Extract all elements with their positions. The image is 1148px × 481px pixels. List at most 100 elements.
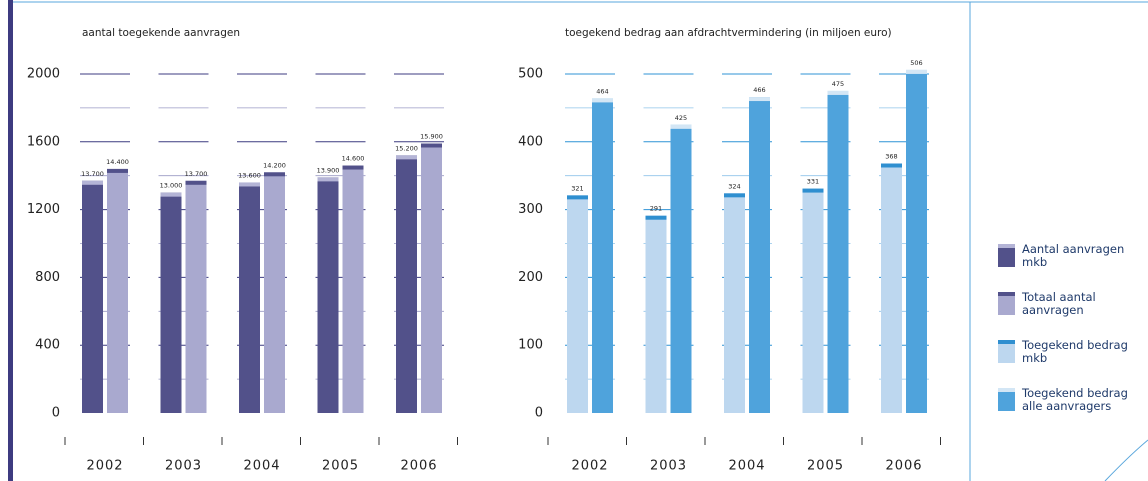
legend-label: Totaal aantal aanvragen (1022, 290, 1096, 317)
bar (670, 124, 692, 413)
legend-swatch-cap (998, 292, 1015, 296)
bar-cap (749, 97, 770, 102)
legend-label: Toegekend bedrag alle aanvragers (1022, 386, 1128, 413)
chart-title: aantal toegekende aanvragen (82, 27, 240, 39)
x-tick-label: 2003 (650, 459, 687, 474)
bar-cap (906, 69, 927, 74)
value-label: 13.700 (185, 170, 208, 178)
value-label: 13.700 (81, 170, 104, 178)
x-tick-label: 2004 (243, 459, 280, 474)
legend-label: Aantal aanvragen mkb (1022, 242, 1125, 269)
y-tick-label: 1200 (27, 202, 60, 217)
bar-cap (645, 215, 667, 220)
bar-cap (82, 180, 103, 185)
value-label: 464 (596, 87, 608, 95)
bar-cap (107, 168, 128, 173)
value-label: 291 (650, 205, 662, 213)
legend-swatch (998, 392, 1015, 411)
bar-cap (802, 188, 824, 193)
bar-cap (567, 195, 588, 200)
bar (160, 192, 182, 413)
value-label: 14.400 (106, 158, 129, 166)
y-tick-label: 0 (535, 406, 543, 421)
bar (342, 165, 364, 413)
value-label: 321 (571, 184, 583, 192)
x-tick-label: 2005 (807, 459, 844, 474)
bar-cap (264, 172, 285, 177)
value-label: 331 (807, 178, 819, 186)
bar (881, 163, 902, 413)
bar (567, 195, 588, 413)
bar (592, 98, 613, 414)
value-label: 13.900 (317, 166, 340, 174)
bar-cap (185, 180, 207, 185)
bar (239, 182, 260, 413)
y-tick-label: 500 (518, 67, 543, 82)
bar (396, 155, 417, 414)
bar-cap (724, 193, 745, 198)
value-label: 13.600 (238, 171, 261, 179)
y-tick-label: 200 (518, 270, 543, 285)
corner-curve (1104, 439, 1148, 481)
value-label: 14.600 (342, 155, 365, 163)
legend-swatch (998, 344, 1015, 363)
bar (827, 90, 849, 413)
bar (264, 172, 285, 413)
x-tick-label: 2005 (322, 459, 359, 474)
x-tick-label: 2006 (400, 459, 437, 474)
bar (802, 188, 824, 413)
bar (107, 168, 128, 413)
y-tick-label: 2000 (27, 67, 60, 82)
value-label: 506 (910, 59, 922, 67)
bar-cap (827, 90, 849, 95)
bar-cap (670, 124, 692, 129)
legend-swatch-cap (998, 340, 1015, 344)
value-label: 466 (753, 86, 765, 94)
bar (724, 193, 745, 413)
bar (749, 97, 770, 413)
bar-cap (396, 155, 417, 160)
y-tick-label: 800 (35, 270, 60, 285)
bar-cap (421, 143, 442, 148)
bar-cap (160, 192, 182, 197)
bar (421, 143, 442, 413)
side-bar (8, 0, 13, 481)
legend-swatch-cap (998, 244, 1015, 248)
x-tick-label: 2003 (165, 459, 202, 474)
value-label: 15.200 (395, 144, 418, 152)
value-label: 15.900 (420, 132, 443, 140)
value-label: 13.000 (160, 182, 183, 190)
bar-cap (239, 182, 260, 187)
bar-cap (317, 177, 339, 182)
y-tick-label: 400 (35, 338, 60, 353)
y-tick-label: 100 (518, 338, 543, 353)
value-label: 425 (675, 114, 687, 122)
value-label: 14.200 (263, 161, 286, 169)
legend-swatch-cap (998, 388, 1015, 392)
bar-cap (881, 163, 902, 168)
value-label: 368 (885, 152, 897, 160)
x-tick-label: 2002 (571, 459, 608, 474)
y-tick-label: 0 (52, 406, 60, 421)
bar (906, 69, 927, 413)
chart-title: toegekend bedrag aan afdrachtverminderin… (565, 27, 892, 39)
bar (645, 215, 667, 413)
value-label: 324 (728, 182, 740, 190)
x-tick-label: 2002 (86, 459, 123, 474)
bar (82, 180, 103, 413)
bar-cap (342, 165, 364, 170)
bar (317, 177, 339, 413)
y-tick-label: 300 (518, 202, 543, 217)
x-tick-label: 2006 (885, 459, 922, 474)
legend-label: Toegekend bedrag mkb (1022, 338, 1128, 365)
bar-cap (592, 98, 613, 103)
legend-swatch (998, 248, 1015, 267)
value-label: 475 (832, 80, 844, 88)
x-tick-label: 2004 (728, 459, 765, 474)
y-tick-label: 1600 (27, 134, 60, 149)
y-tick-label: 400 (518, 134, 543, 149)
legend-swatch (998, 296, 1015, 315)
bar (185, 180, 207, 413)
